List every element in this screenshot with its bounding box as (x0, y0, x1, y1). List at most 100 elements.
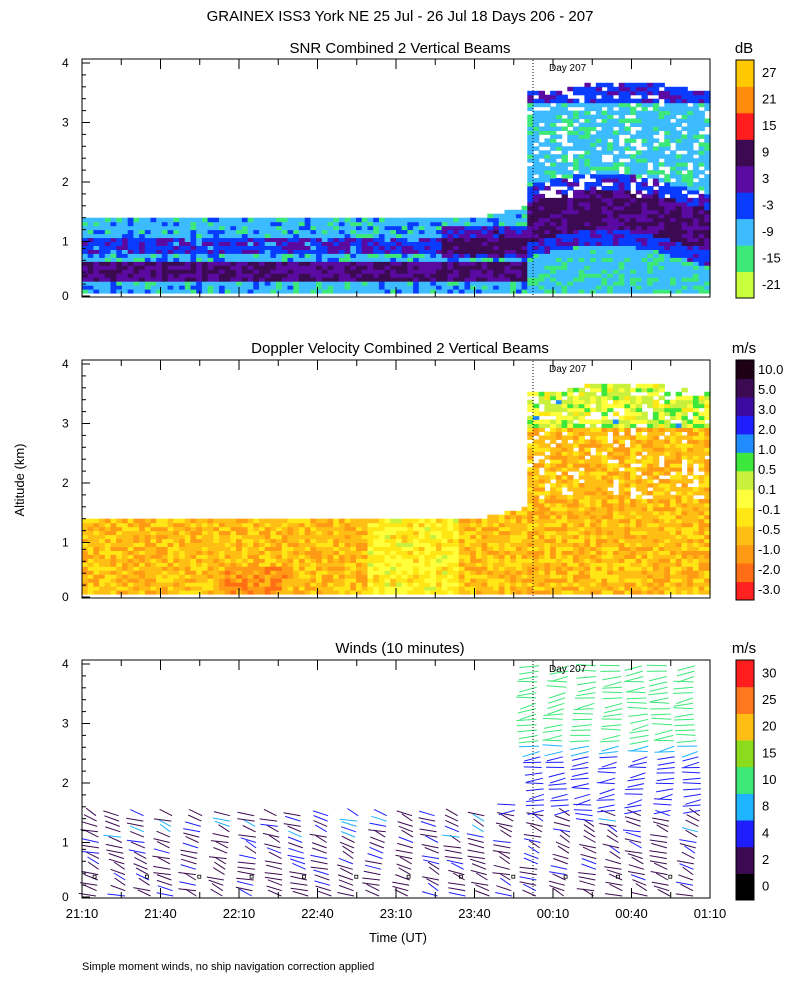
snr-cell (555, 233, 563, 239)
snr-cell (470, 217, 477, 223)
velocity-cell (550, 522, 557, 528)
snr-cell (687, 98, 694, 104)
velocity-cell (116, 522, 123, 528)
snr-cell (190, 249, 197, 254)
velocity-cell (270, 582, 277, 587)
snr-cell (618, 146, 626, 151)
velocity-cell (116, 586, 123, 591)
snr-cell (658, 237, 665, 242)
velocity-cell (436, 554, 443, 559)
velocity-cell (436, 586, 443, 591)
snr-cell (373, 237, 380, 242)
snr-cell (219, 269, 226, 274)
snr-cell (453, 269, 460, 274)
snr-cell (390, 281, 397, 286)
snr-cell (150, 229, 157, 235)
snr-cell (139, 221, 146, 227)
velocity-cell (447, 526, 454, 532)
velocity-cell (259, 530, 266, 536)
velocity-cell (550, 578, 557, 583)
snr-cell (647, 138, 654, 143)
velocity-cell (458, 538, 466, 543)
velocity-cell (567, 479, 574, 484)
snr-cell (93, 277, 100, 282)
snr-cell (544, 154, 551, 159)
snr-cell (373, 277, 380, 282)
snr-cell (504, 261, 511, 266)
velocity-cell (527, 562, 534, 567)
velocity-cell (470, 530, 477, 536)
velocity-cell (356, 570, 363, 575)
snr-cell (338, 233, 346, 239)
velocity-cell (270, 566, 277, 571)
velocity-cell (87, 550, 95, 555)
snr-cell (441, 269, 449, 274)
snr-cell (652, 253, 660, 258)
snr-cell (538, 253, 546, 258)
snr-cell (219, 233, 226, 239)
velocity-cell (316, 542, 323, 547)
velocity-cell (122, 562, 129, 567)
snr-cell (607, 130, 614, 135)
snr-cell (207, 265, 214, 270)
velocity-cell (344, 562, 351, 567)
velocity-cell (190, 574, 197, 579)
velocity-cell (298, 570, 306, 575)
velocity-cell (384, 530, 391, 536)
snr-cell (561, 229, 568, 235)
snr-cell (544, 205, 551, 211)
velocity-cell (453, 570, 460, 575)
snr-cell (104, 233, 112, 239)
velocity-cell (555, 431, 563, 436)
snr-cell (276, 269, 283, 274)
snr-cell (93, 245, 100, 250)
snr-cell (264, 277, 272, 282)
velocity-cell (253, 586, 260, 591)
snr-cell (555, 265, 563, 270)
snr-cell (590, 221, 597, 227)
snr-cell (344, 285, 351, 290)
snr-cell (510, 221, 517, 227)
velocity-cell (133, 582, 140, 587)
snr-cell (424, 229, 431, 235)
velocity-plot-area (82, 383, 711, 595)
snr-cell (310, 285, 317, 290)
snr-cell (533, 229, 540, 235)
velocity-cell (281, 546, 289, 551)
velocity-cell (396, 542, 403, 547)
snr-cell (287, 265, 294, 270)
velocity-cell (184, 546, 192, 551)
snr-cell (675, 158, 683, 163)
snr-cell (624, 201, 631, 207)
velocity-cell (104, 578, 112, 583)
velocity-cell (378, 534, 386, 540)
snr-cell (224, 225, 232, 231)
colorbar-segment (736, 165, 754, 193)
snr-cell (630, 118, 637, 123)
snr-cell (630, 134, 637, 139)
velocity-cell (127, 558, 135, 563)
snr-cell (607, 82, 614, 88)
snr-cell (647, 269, 654, 274)
snr-cell (658, 162, 665, 167)
snr-cell (595, 209, 603, 215)
velocity-cell (87, 518, 95, 524)
snr-cell (504, 233, 511, 239)
velocity-cell (264, 574, 272, 579)
snr-cell (527, 174, 534, 179)
velocity-cell (281, 574, 289, 579)
snr-cell (481, 265, 488, 270)
snr-cell (504, 273, 511, 278)
velocity-cell (179, 570, 186, 575)
velocity-cell (350, 550, 357, 555)
snr-cell (464, 289, 471, 294)
velocity-cell (167, 570, 174, 575)
velocity-cell (407, 574, 414, 579)
snr-cell (99, 245, 106, 250)
snr-cell (384, 285, 391, 290)
snr-cell (327, 241, 334, 246)
velocity-cell (430, 578, 437, 583)
snr-cell (521, 249, 528, 254)
snr-cell (213, 265, 220, 270)
velocity-cell (139, 554, 146, 559)
